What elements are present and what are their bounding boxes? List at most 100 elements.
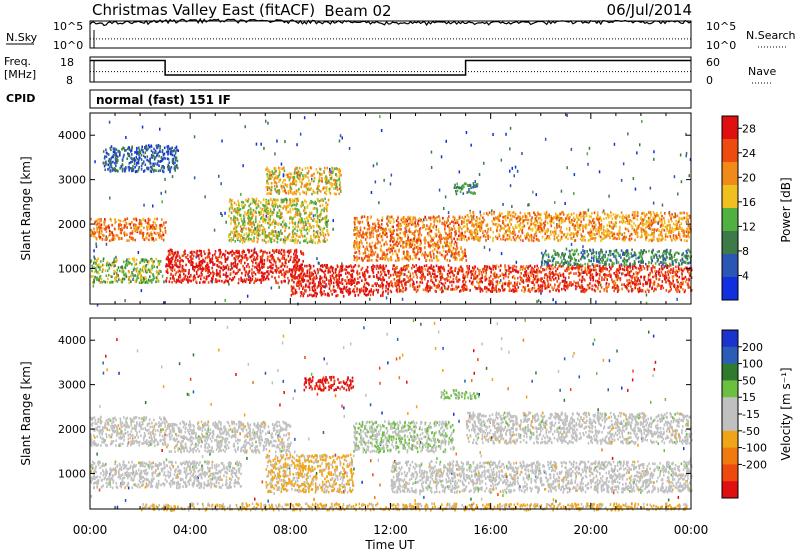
power-echo-pixel — [95, 269, 97, 272]
power-echo-pixel — [291, 235, 293, 239]
power-echo-pixel — [322, 232, 325, 235]
power-noise-pixel — [95, 245, 98, 249]
power-echo-pixel — [304, 166, 307, 170]
power-echo-pixel — [325, 218, 327, 222]
power-echo-pixel — [386, 248, 388, 252]
power-echo-pixel — [539, 270, 541, 274]
power-echo-pixel — [283, 169, 286, 173]
power-noise-pixel — [509, 126, 512, 130]
power-echo-pixel — [181, 269, 183, 272]
power-echo-pixel — [123, 260, 125, 264]
power-echo-pixel — [178, 262, 181, 266]
power-echo-pixel — [103, 220, 105, 224]
power-echo-pixel — [176, 164, 178, 167]
power-echo-pixel — [367, 249, 370, 253]
power-echo-pixel — [169, 258, 171, 261]
power-echo-pixel — [635, 283, 638, 287]
power-echo-pixel — [366, 231, 368, 235]
power-echo-pixel — [523, 290, 526, 293]
power-echo-pixel — [135, 269, 138, 273]
power-echo-pixel — [325, 192, 328, 196]
power-echo-pixel — [262, 216, 265, 219]
power-echo-pixel — [174, 156, 176, 159]
power-echo-pixel — [512, 269, 514, 273]
power-echo-pixel — [600, 286, 603, 289]
power-echo-pixel — [99, 268, 101, 271]
power-echo-pixel — [172, 274, 174, 278]
power-echo-pixel — [153, 147, 155, 151]
power-noise-pixel — [338, 139, 341, 143]
power-echo-pixel — [276, 266, 278, 270]
power-echo-pixel — [99, 275, 102, 278]
power-echo-pixel — [391, 215, 393, 219]
power-echo-pixel — [286, 184, 289, 187]
power-echo-pixel — [407, 236, 409, 239]
power-echo-pixel — [416, 252, 419, 255]
power-echo-pixel — [391, 282, 393, 285]
power-echo-pixel — [335, 184, 337, 188]
power-echo-pixel — [512, 284, 514, 288]
power-echo-pixel — [449, 235, 451, 238]
power-echo-pixel — [275, 222, 278, 225]
power-echo-pixel — [348, 293, 350, 296]
power-echo-pixel — [277, 232, 279, 236]
power-echo-pixel — [131, 145, 133, 149]
power-echo-pixel — [206, 261, 209, 265]
power-echo-pixel — [415, 246, 418, 249]
nave-label: Nave — [748, 65, 776, 78]
power-echo-pixel — [236, 255, 239, 258]
power-echo-pixel — [322, 228, 324, 231]
power-echo-pixel — [271, 237, 273, 240]
power-echo-pixel — [136, 275, 138, 278]
power-echo-pixel — [266, 179, 268, 183]
power-echo-pixel — [211, 266, 213, 270]
power-echo-pixel — [435, 233, 438, 236]
power-noise-pixel — [613, 142, 616, 146]
power-echo-pixel — [274, 187, 276, 191]
power-echo-pixel — [372, 227, 375, 230]
power-echo-pixel — [268, 169, 271, 173]
power-echo-pixel — [310, 217, 312, 220]
power-echo-pixel — [525, 265, 528, 269]
power-echo-pixel — [304, 234, 306, 238]
freq-tick-bottom: 8 — [66, 74, 73, 87]
power-echo-pixel — [156, 265, 158, 269]
power-echo-pixel — [300, 202, 303, 206]
power-echo-pixel — [464, 230, 466, 234]
power-echo-pixel — [130, 156, 132, 160]
power-echo-pixel — [210, 271, 212, 275]
power-echo-pixel — [210, 279, 212, 283]
power-echo-pixel — [331, 171, 334, 174]
power-echo-pixel — [165, 221, 167, 224]
power-echo-pixel — [218, 274, 221, 278]
power-echo-pixel — [147, 262, 149, 265]
power-echo-pixel — [402, 279, 405, 283]
power-echo-pixel — [283, 198, 286, 201]
power-echo-pixel — [439, 232, 441, 236]
power-echo-pixel — [444, 237, 446, 241]
power-echo-pixel — [379, 257, 382, 261]
power-echo-pixel — [150, 224, 152, 227]
power-echo-pixel — [284, 279, 286, 283]
power-echo-pixel — [296, 256, 298, 260]
power-echo-pixel — [283, 223, 286, 227]
power-echo-pixel — [367, 223, 369, 227]
power-echo-pixel — [286, 211, 289, 214]
power-echo-pixel — [316, 214, 319, 218]
power-echo-pixel — [360, 256, 363, 260]
power-echo-pixel — [283, 257, 285, 260]
power-echo-pixel — [366, 248, 368, 251]
power-noise-pixel — [509, 147, 511, 151]
power-echo-pixel — [287, 270, 289, 274]
power-echo-pixel — [150, 153, 153, 157]
power-echo-pixel — [146, 260, 149, 263]
power-echo-pixel — [284, 236, 287, 239]
power-echo-pixel — [112, 238, 114, 241]
power-echo-pixel — [445, 232, 447, 235]
power-echo-pixel — [169, 167, 171, 170]
power-echo-pixel — [103, 220, 106, 224]
power-echo-pixel — [507, 282, 510, 285]
power-echo-pixel — [231, 249, 234, 253]
power-echo-pixel — [357, 293, 360, 297]
power-echo-pixel — [414, 225, 417, 228]
